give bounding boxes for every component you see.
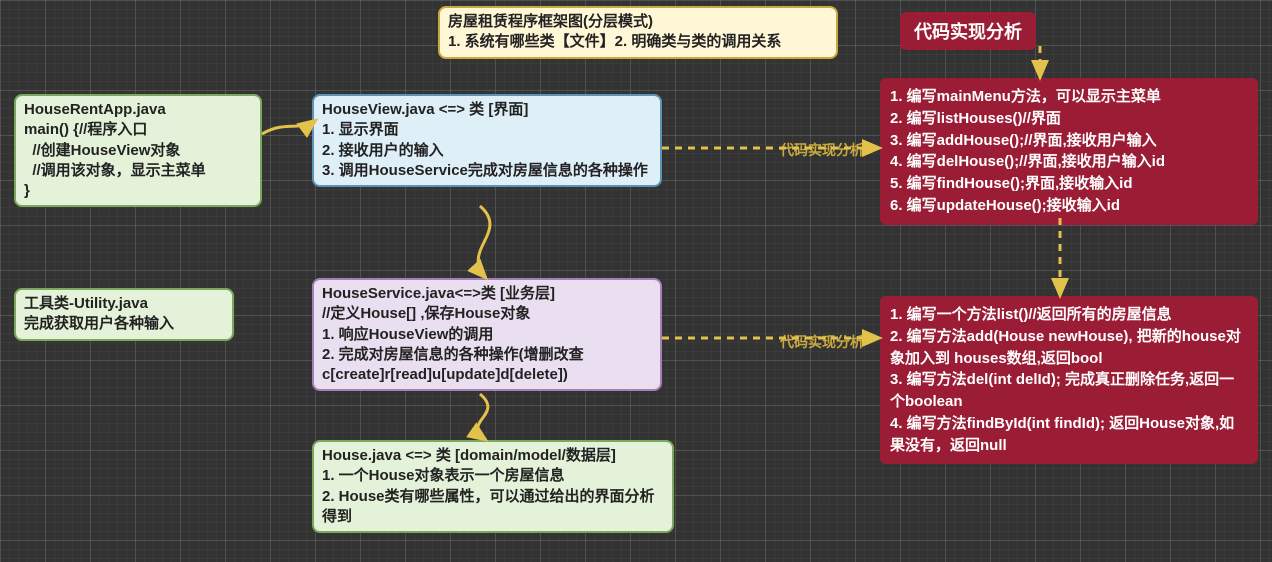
arrow-app-to-view — [262, 120, 316, 134]
edge-label-service: 代码实现分析 — [780, 332, 864, 352]
analysis-view-impl: 1. 编写mainMenu方法，可以显示主菜单 2. 编写listHouses(… — [880, 78, 1258, 225]
node-houserentapp: HouseRentApp.java main() {//程序入口 //创建Hou… — [14, 94, 262, 207]
analysis-header: 代码实现分析 — [900, 12, 1036, 50]
node-houseview: HouseView.java <=> 类 [界面] 1. 显示界面 2. 接收用… — [312, 94, 662, 187]
analysis-service-impl: 1. 编写一个方法list()//返回所有的房屋信息 2. 编写方法add(Ho… — [880, 296, 1258, 464]
arrow-view-to-service — [478, 206, 490, 278]
edge-label-view: 代码实现分析 — [780, 140, 864, 160]
node-utility: 工具类-Utility.java 完成获取用户各种输入 — [14, 288, 234, 341]
node-houseservice: HouseService.java<=>类 [业务层] //定义House[] … — [312, 278, 662, 391]
node-house-domain: House.java <=> 类 [domain/model/数据层] 1. 一… — [312, 440, 674, 533]
diagram-title: 房屋租赁程序框架图(分层模式) 1. 系统有哪些类【文件】2. 明确类与类的调用… — [438, 6, 838, 59]
arrow-service-to-domain — [478, 394, 488, 440]
